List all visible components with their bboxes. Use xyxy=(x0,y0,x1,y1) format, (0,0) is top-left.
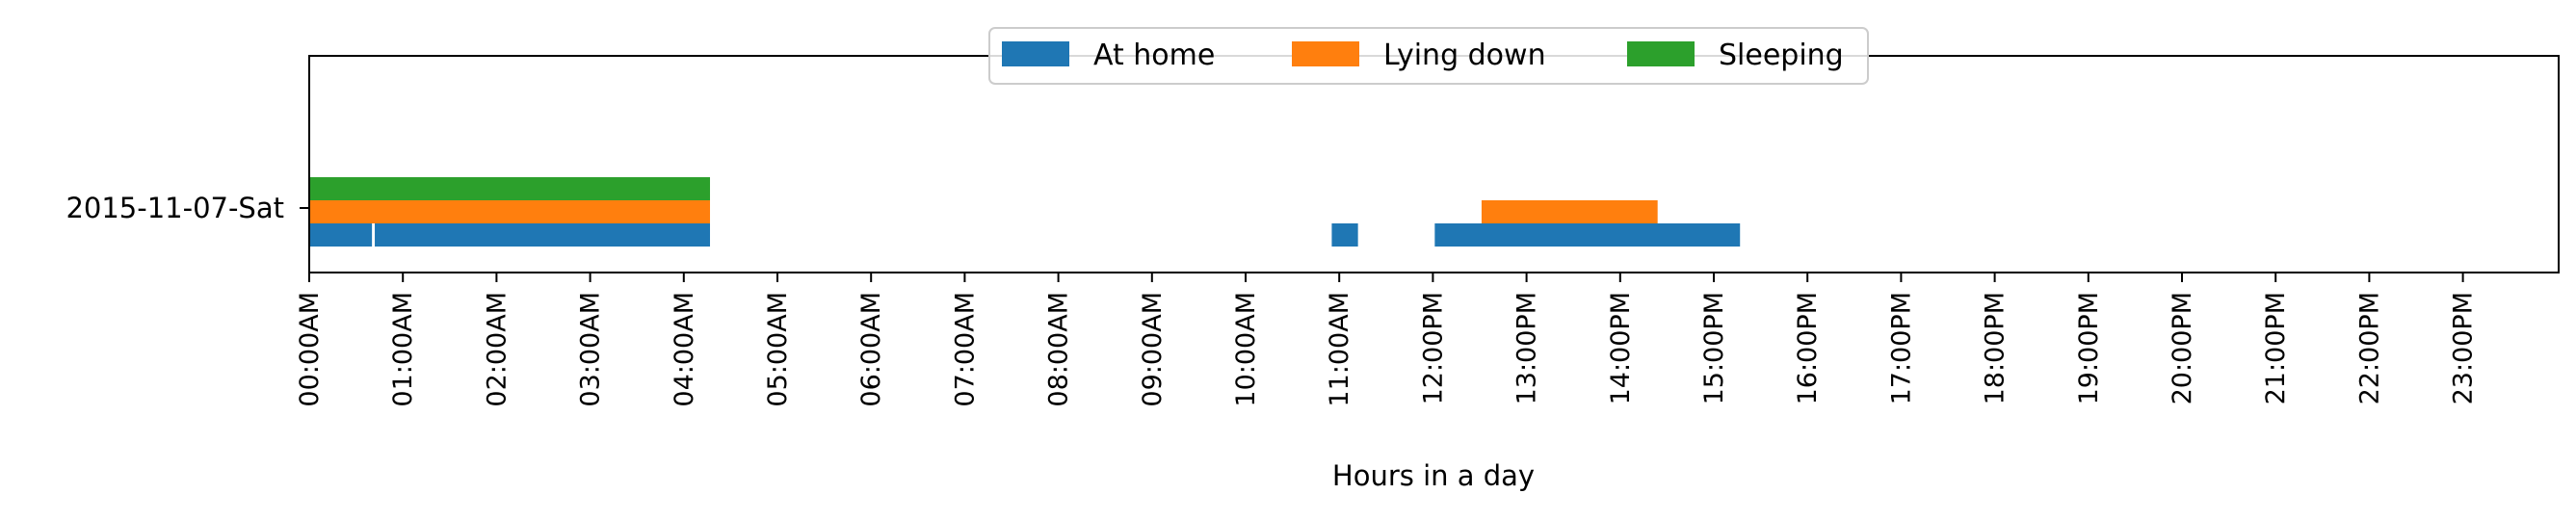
x-tick-label: 17:00PM xyxy=(1886,292,1916,404)
bar-at-home-0 xyxy=(309,223,373,247)
x-tick-label: 08:00AM xyxy=(1044,292,1074,407)
x-tick-label: 20:00PM xyxy=(2168,292,2197,404)
legend[interactable]: At home Lying down Sleeping xyxy=(988,27,1869,85)
x-tick-label: 16:00PM xyxy=(1793,292,1823,404)
x-tick-label: 02:00AM xyxy=(482,292,512,407)
x-tick-label: 05:00AM xyxy=(763,292,793,407)
legend-swatch-sleeping xyxy=(1627,41,1695,66)
x-tick-label: 06:00AM xyxy=(856,292,886,407)
legend-swatch-lying-down xyxy=(1292,41,1359,66)
bar-at-home-2 xyxy=(1331,223,1358,247)
bar-sleeping-0 xyxy=(309,177,711,200)
legend-label-sleeping: Sleeping xyxy=(1719,39,1844,72)
x-tick-label: 01:00AM xyxy=(388,292,418,407)
x-tick-label: 22:00PM xyxy=(2354,292,2384,404)
y-axis: 2015-11-07-Sat xyxy=(66,192,309,224)
x-tick-label: 23:00PM xyxy=(2449,292,2479,404)
legend-label-at-home: At home xyxy=(1093,39,1215,72)
legend-swatch-at-home xyxy=(1002,41,1069,66)
x-tick-label: 13:00PM xyxy=(1512,292,1542,404)
x-tick-label: 18:00PM xyxy=(1981,292,2011,404)
bar-lying-down-0 xyxy=(309,200,711,223)
x-tick-label: 12:00PM xyxy=(1418,292,1448,404)
y-tick-label: 2015-11-07-Sat xyxy=(66,192,284,224)
bar-at-home-3 xyxy=(1434,223,1741,247)
x-tick-label: 14:00PM xyxy=(1606,292,1636,404)
bar-at-home-1 xyxy=(375,223,711,247)
bar-lying-down-1 xyxy=(1481,200,1658,223)
x-axis-label: Hours in a day xyxy=(1332,459,1535,492)
bars-layer xyxy=(309,177,1741,247)
x-tick-label: 10:00AM xyxy=(1231,292,1261,407)
x-tick-label: 07:00AM xyxy=(950,292,980,407)
x-tick-label: 09:00AM xyxy=(1138,292,1168,407)
x-tick-label: 21:00PM xyxy=(2261,292,2291,404)
x-tick-label: 19:00PM xyxy=(2074,292,2104,404)
x-tick-label: 11:00AM xyxy=(1325,292,1354,407)
legend-label-lying-down: Lying down xyxy=(1383,39,1546,72)
x-axis: 00:00AM 01:00AM 02:00AM 03:00AM 04:00AM 05:00… xyxy=(295,273,2479,407)
x-tick-label: 04:00AM xyxy=(670,292,699,407)
x-tick-label: 03:00AM xyxy=(576,292,606,407)
x-tick-label: 15:00PM xyxy=(1699,292,1729,404)
x-tick-label: 00:00AM xyxy=(295,292,325,407)
